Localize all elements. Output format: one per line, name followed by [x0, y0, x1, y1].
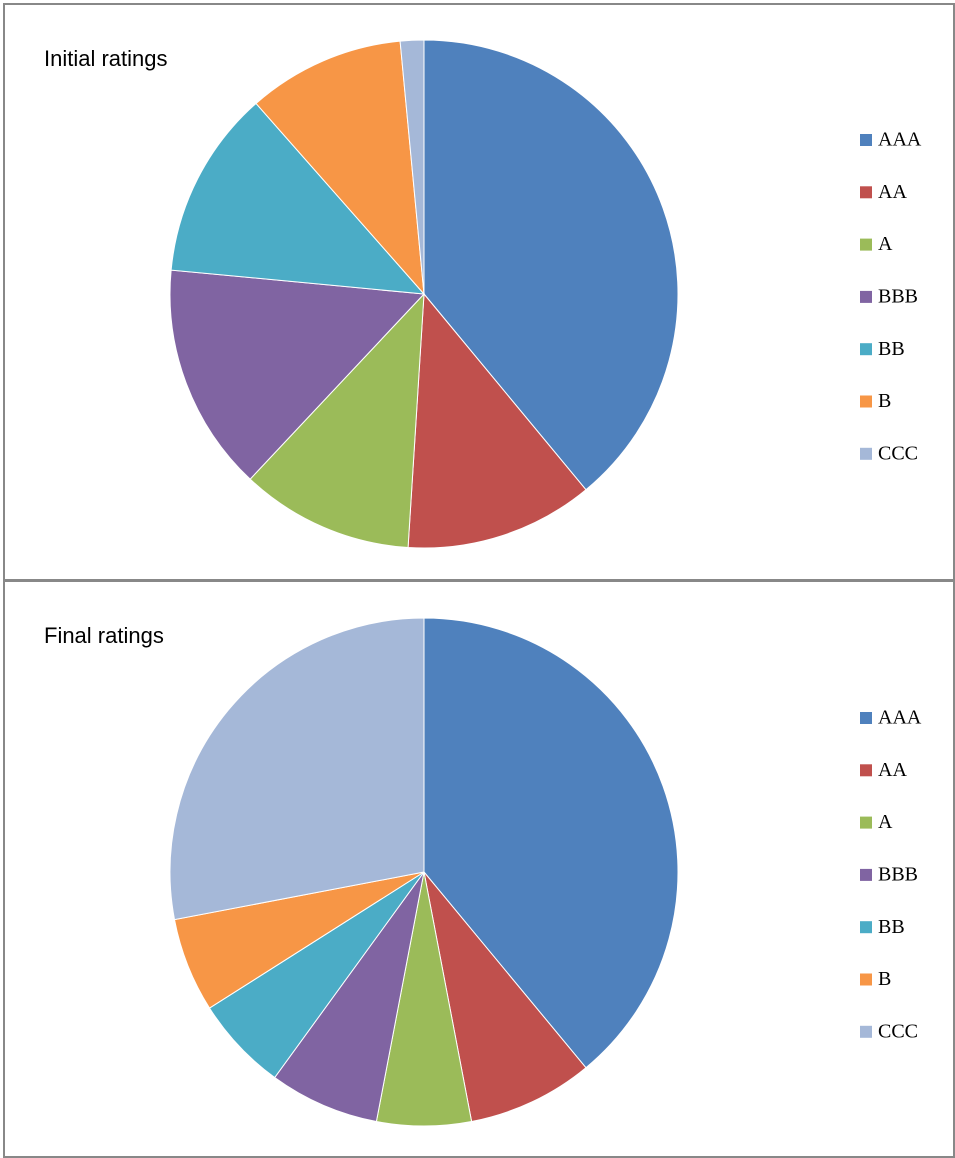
legend-label: A — [878, 811, 893, 833]
legend-swatch — [860, 290, 872, 303]
pie-slice — [423, 39, 679, 491]
legend-label: AAA — [878, 129, 922, 151]
legend-label: CCC — [878, 1020, 918, 1042]
chart-title: Initial ratings — [44, 46, 168, 71]
pie-slice — [423, 617, 679, 1069]
legend-swatch — [860, 1025, 872, 1038]
legend-swatch — [860, 712, 872, 724]
legend-label: B — [878, 968, 891, 990]
legend-swatch — [860, 238, 872, 251]
pie-slice — [407, 292, 587, 549]
pie-slice — [249, 292, 425, 549]
legend-swatch — [860, 764, 872, 777]
legend-swatch — [860, 186, 872, 199]
legend-swatch — [860, 343, 872, 356]
pie-slice — [255, 40, 425, 296]
legend-label: AA — [878, 759, 907, 781]
legend-swatch — [860, 816, 872, 829]
legend-swatch — [860, 868, 872, 881]
pie-slice — [274, 871, 425, 1123]
pie-slice — [169, 269, 426, 480]
legend-swatch — [860, 973, 872, 986]
legend-label: BB — [878, 338, 905, 360]
pie-slice — [170, 102, 426, 295]
legend-label: BBB — [878, 285, 918, 307]
pie-slice — [399, 39, 425, 295]
legend-swatch — [860, 395, 872, 408]
legend-swatch — [860, 447, 872, 460]
legend-label: BBB — [878, 863, 918, 885]
legend-label: CCC — [878, 442, 918, 464]
legend-swatch — [860, 134, 872, 146]
pie-slice — [169, 617, 425, 921]
legend-swatch — [860, 921, 872, 934]
legend-label: B — [878, 390, 891, 412]
pie-slice — [423, 871, 587, 1123]
legend-label: AAA — [878, 707, 922, 729]
legend-label: AA — [878, 181, 907, 203]
chart-title: Final ratings — [44, 623, 164, 648]
legend-label: A — [878, 233, 893, 255]
legend-label: BB — [878, 916, 905, 938]
